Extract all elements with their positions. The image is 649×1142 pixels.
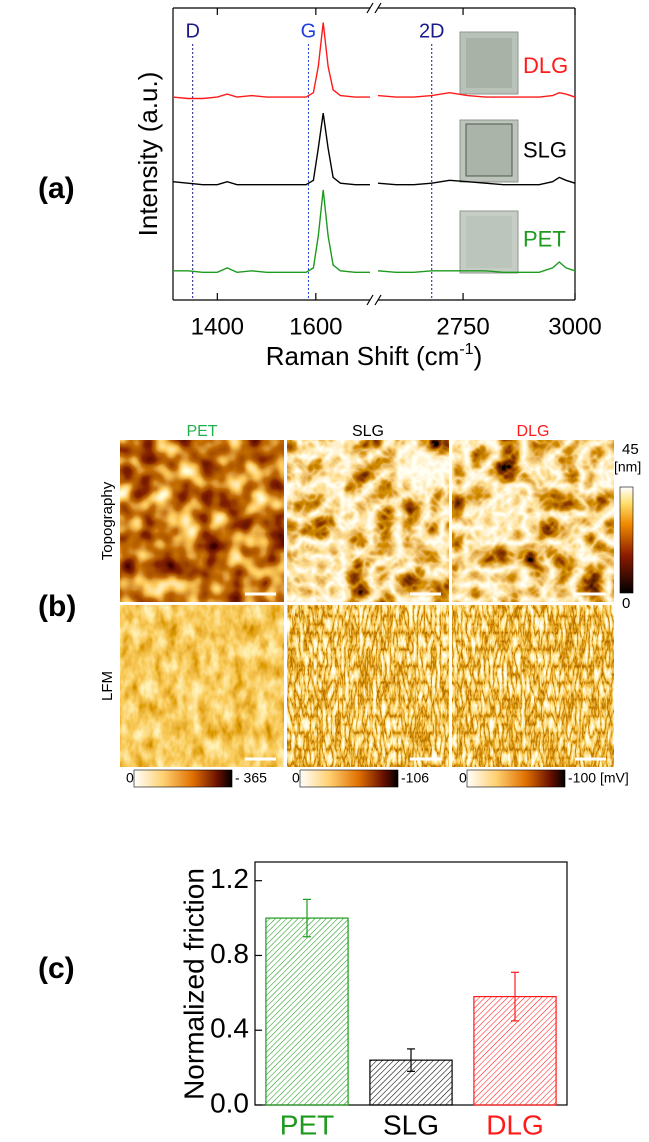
panel-label: (b) [38, 590, 76, 623]
y-tick-label: 0.8 [210, 938, 249, 969]
afm-image [120, 605, 284, 767]
colorbar-max: 45 [622, 441, 639, 458]
scale-bars [245, 592, 606, 761]
y-axis-label: Normalized friction [178, 868, 209, 1100]
afm-image [287, 440, 449, 602]
colorbar-unit: [mV] [600, 770, 629, 786]
colorbar [619, 486, 634, 594]
sample-photo-film [466, 38, 512, 88]
column-title: PET [186, 423, 217, 440]
colorbar [133, 769, 233, 788]
spectrum-line [377, 176, 576, 186]
colorbar-unit: [nm] [614, 459, 641, 475]
colorbar-max: -100 [568, 770, 596, 786]
series-label: SLG [523, 138, 567, 163]
axis-break [366, 2, 374, 14]
y-tick-label: 0.4 [210, 1013, 249, 1044]
spectrum-line [377, 91, 576, 98]
x-tick-label: 3000 [548, 313, 601, 340]
x-tick-label: SLG [383, 1109, 439, 1140]
x-tick-label: 1400 [191, 313, 244, 340]
x-tick-label: PET [280, 1109, 334, 1140]
x-axis-label-part: Raman Shift (cm [266, 341, 460, 371]
column-title: DLG [517, 423, 550, 440]
bar [265, 917, 349, 1106]
colorbar [299, 769, 399, 788]
panel-label: (c) [38, 952, 75, 985]
colorbar-min: 0 [622, 595, 630, 612]
axis-break [366, 294, 374, 306]
afm-images [120, 440, 634, 788]
annotation: G [301, 20, 317, 42]
spectrum-line [377, 261, 576, 273]
series-label: PET [523, 227, 566, 252]
afm-image [287, 605, 449, 767]
x-axis-label-sup: -1 [459, 341, 473, 358]
afm-image [120, 440, 284, 602]
colorbar-min: 0 [126, 770, 134, 786]
axis-break [374, 294, 382, 306]
series-label: DLG [523, 53, 568, 78]
colorbar-min: 0 [459, 770, 467, 786]
colorbar-max: -106 [401, 770, 429, 786]
row-label: Topography [99, 481, 116, 560]
spectrum-line [172, 113, 370, 186]
colorbar [466, 769, 566, 788]
y-tick-label: 0.0 [210, 1087, 249, 1118]
sample-photo-film [466, 216, 512, 268]
colorbar-max: - 365 [235, 770, 267, 786]
spectrum-line [173, 189, 370, 274]
spectrum-line [172, 22, 370, 100]
x-tick-label: DLG [486, 1109, 544, 1140]
sample-photos [459, 31, 519, 274]
colorbar-min: 0 [292, 770, 300, 786]
annotation: D [185, 20, 199, 42]
afm-image [452, 605, 614, 767]
x-axis-label: Raman Shift (cm-1) [266, 341, 483, 371]
row-label: LFM [99, 671, 116, 701]
y-tick-label: 1.2 [210, 863, 249, 894]
x-axis-label-part: ) [474, 341, 483, 371]
x-tick-label: 2750 [436, 313, 489, 340]
column-title: SLG [352, 423, 384, 440]
afm-image [452, 440, 614, 602]
axis-break [374, 2, 382, 14]
annotation: 2D [419, 20, 445, 42]
panel-label: (a) [38, 172, 75, 205]
y-axis-label: Intensity (a.u.) [133, 72, 163, 237]
sample-photo-film [465, 123, 513, 177]
x-tick-label: 1600 [289, 313, 342, 340]
